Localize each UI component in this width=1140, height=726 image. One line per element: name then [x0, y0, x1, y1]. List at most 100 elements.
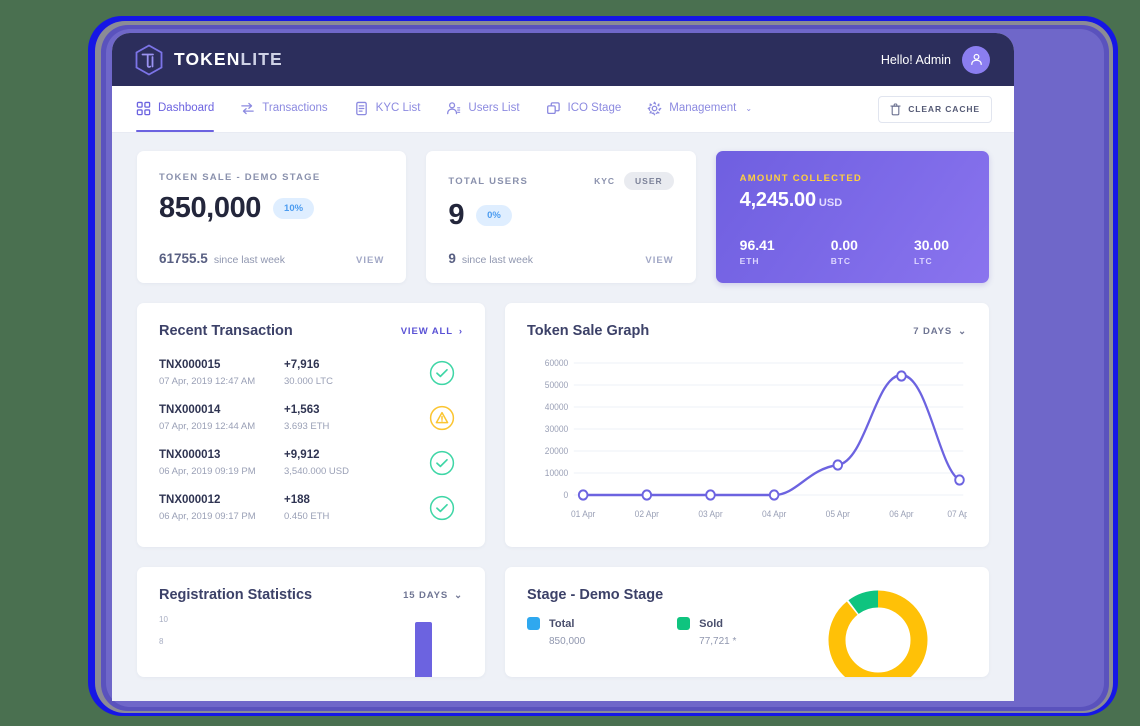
svg-text:50000: 50000	[545, 380, 569, 390]
legend-swatch-sold	[677, 617, 691, 630]
transaction-date: 07 Apr, 2019 12:47 AM	[159, 376, 256, 387]
transaction-amount-cell: +7,916 30.000 LTC	[284, 359, 421, 387]
table-row[interactable]: TNX000013 06 Apr, 2019 09:19 PM +9,912 3…	[159, 441, 463, 486]
svg-text:03 Apr: 03 Apr	[698, 509, 722, 519]
app-window: TOKENLITE Hello! Admin Dashboard	[112, 33, 1014, 701]
coin-eth-value: 96.41	[739, 237, 775, 253]
chevron-down-icon: ⌄	[745, 103, 753, 113]
token-sale-title: TOKEN SALE - DEMO STAGE	[159, 172, 321, 183]
nav-item-users-list[interactable]: Users List	[446, 86, 520, 132]
transaction-id-cell: TNX000012 06 Apr, 2019 09:17 PM	[159, 494, 284, 522]
graph-range-select[interactable]: 7 DAYS ⌄	[913, 326, 967, 337]
view-all-link[interactable]: VIEW ALL ›	[401, 326, 463, 337]
table-row[interactable]: TNX000015 07 Apr, 2019 12:47 AM +7,916 3…	[159, 351, 463, 396]
nav-label-transactions: Transactions	[262, 102, 328, 114]
nav-item-management[interactable]: Management ⌄	[647, 86, 752, 132]
transaction-amount: +188	[284, 494, 310, 506]
nav-items: Dashboard Transactions KYC List	[136, 86, 752, 132]
chart-gridlines	[573, 362, 964, 496]
check-circle-icon	[429, 360, 455, 386]
registration-range-select[interactable]: 15 DAYS ⌄	[403, 590, 463, 601]
kyc-label[interactable]: KYC	[594, 176, 616, 186]
bottom-row: Registration Statistics 15 DAYS ⌄ 10 8 S…	[137, 567, 989, 677]
registration-bar	[415, 622, 432, 677]
transaction-date: 06 Apr, 2019 09:19 PM	[159, 466, 256, 477]
nav-label-kyc-list: KYC List	[375, 102, 421, 114]
table-row[interactable]: TNX000014 07 Apr, 2019 12:44 AM +1,563 3…	[159, 396, 463, 441]
legend-value-sold: 77,721 *	[699, 636, 737, 647]
transaction-status-cell	[421, 450, 463, 476]
amount-collected-currency: USD	[818, 197, 843, 209]
coin-btc-value: 0.00	[830, 237, 858, 253]
registration-y-axis: 10 8	[159, 615, 168, 659]
document-icon	[355, 101, 367, 115]
coin-eth-label: ETH	[739, 256, 760, 266]
stage-card: Stage - Demo Stage Total 850,000 Sold	[505, 567, 989, 677]
user-area[interactable]: Hello! Admin	[881, 45, 990, 74]
transaction-id: TNX000015	[159, 359, 221, 371]
legend-swatch-total	[527, 617, 540, 630]
check-circle-icon	[429, 495, 455, 521]
coin-totals: 96.41 ETH 0.00 BTC 30.00 LTC	[740, 237, 949, 266]
coin-ltc-value: 30.00	[913, 237, 949, 253]
svg-text:60000: 60000	[545, 358, 569, 368]
transaction-sub: 3,540.000 USD	[284, 466, 349, 477]
transaction-id: TNX000012	[159, 494, 221, 506]
svg-text:06 Apr: 06 Apr	[889, 509, 913, 519]
token-sale-view-link[interactable]: VIEW	[356, 255, 385, 266]
nav-item-dashboard[interactable]: Dashboard	[136, 86, 215, 132]
nav-label-ico-stage: ICO Stage	[567, 102, 622, 114]
table-row[interactable]: TNX000012 06 Apr, 2019 09:17 PM +188 0.4…	[159, 486, 463, 531]
chart-y-ticks: 60000 50000 40000 30000 20000 10000 0	[545, 358, 569, 500]
amount-collected-value: 4,245.00	[739, 189, 816, 211]
total-users-title: TOTAL USERS	[448, 175, 529, 187]
brand-logo[interactable]: TOKENLITE	[134, 43, 283, 76]
legend-item-sold: Sold 77,721 *	[677, 617, 736, 647]
svg-text:05 Apr: 05 Apr	[826, 509, 850, 519]
main-content: TOKEN SALE - DEMO STAGE 850,000 10% 6175…	[112, 133, 1014, 677]
registration-y-tick-8: 8	[159, 637, 164, 646]
nav-item-kyc-list[interactable]: KYC List	[354, 86, 421, 132]
legend-sold-top: Sold	[677, 617, 736, 630]
transaction-id: TNX000014	[159, 404, 221, 416]
nav-label-management: Management	[669, 102, 737, 114]
token-sale-since: 61755.5 since last week	[159, 251, 285, 266]
coin-ltc: 30.00 LTC	[914, 237, 949, 266]
svg-text:07 Apr: 07 Apr	[947, 509, 967, 519]
total-users-main: 9 0%	[448, 199, 673, 232]
total-users-since-value: 9	[448, 251, 456, 266]
transaction-date: 06 Apr, 2019 09:17 PM	[159, 511, 256, 522]
recent-transaction-header: Recent Transaction VIEW ALL ›	[159, 323, 463, 339]
token-sale-chart: 60000 50000 40000 30000 20000 10000 0	[527, 349, 967, 529]
recent-transaction-card: Recent Transaction VIEW ALL › TNX000015 …	[137, 303, 485, 547]
coin-eth: 96.41 ETH	[740, 237, 775, 266]
brand-primary: TOKEN	[174, 49, 241, 69]
transaction-status-cell	[421, 360, 463, 386]
transaction-sub: 30.000 LTC	[284, 376, 333, 387]
clear-cache-button[interactable]: CLEAR CACHE	[878, 95, 992, 123]
main-row: Recent Transaction VIEW ALL › TNX000015 …	[137, 303, 989, 547]
registration-statistics-card: Registration Statistics 15 DAYS ⌄ 10 8	[137, 567, 485, 677]
svg-text:01 Apr: 01 Apr	[571, 509, 595, 519]
nav-item-ico-stage[interactable]: ICO Stage	[546, 86, 622, 132]
nav-item-transactions[interactable]: Transactions	[240, 86, 328, 132]
trash-icon	[890, 102, 901, 115]
donut-segment-sold	[828, 590, 928, 677]
transaction-id: TNX000013	[159, 449, 221, 461]
nav-label-dashboard: Dashboard	[158, 102, 215, 114]
top-bar: TOKENLITE Hello! Admin	[112, 33, 1014, 86]
avatar[interactable]	[962, 45, 990, 74]
user-pill[interactable]: USER	[624, 172, 674, 190]
chevron-right-icon: ›	[458, 325, 463, 337]
transaction-amount-cell: +1,563 3.693 ETH	[284, 404, 421, 432]
kyc-toggle-group: KYC USER	[594, 172, 674, 190]
gear-icon	[647, 101, 662, 115]
legend-name-sold: Sold	[699, 617, 723, 630]
total-users-view-link[interactable]: VIEW	[645, 255, 674, 266]
chart-series-line	[582, 373, 961, 497]
stage-donut-chart	[823, 585, 933, 677]
registration-range-label: 15 DAYS	[403, 589, 449, 601]
transfer-icon	[241, 102, 255, 114]
transaction-amount-cell: +9,912 3,540.000 USD	[284, 449, 421, 477]
transaction-status-cell	[421, 405, 463, 431]
